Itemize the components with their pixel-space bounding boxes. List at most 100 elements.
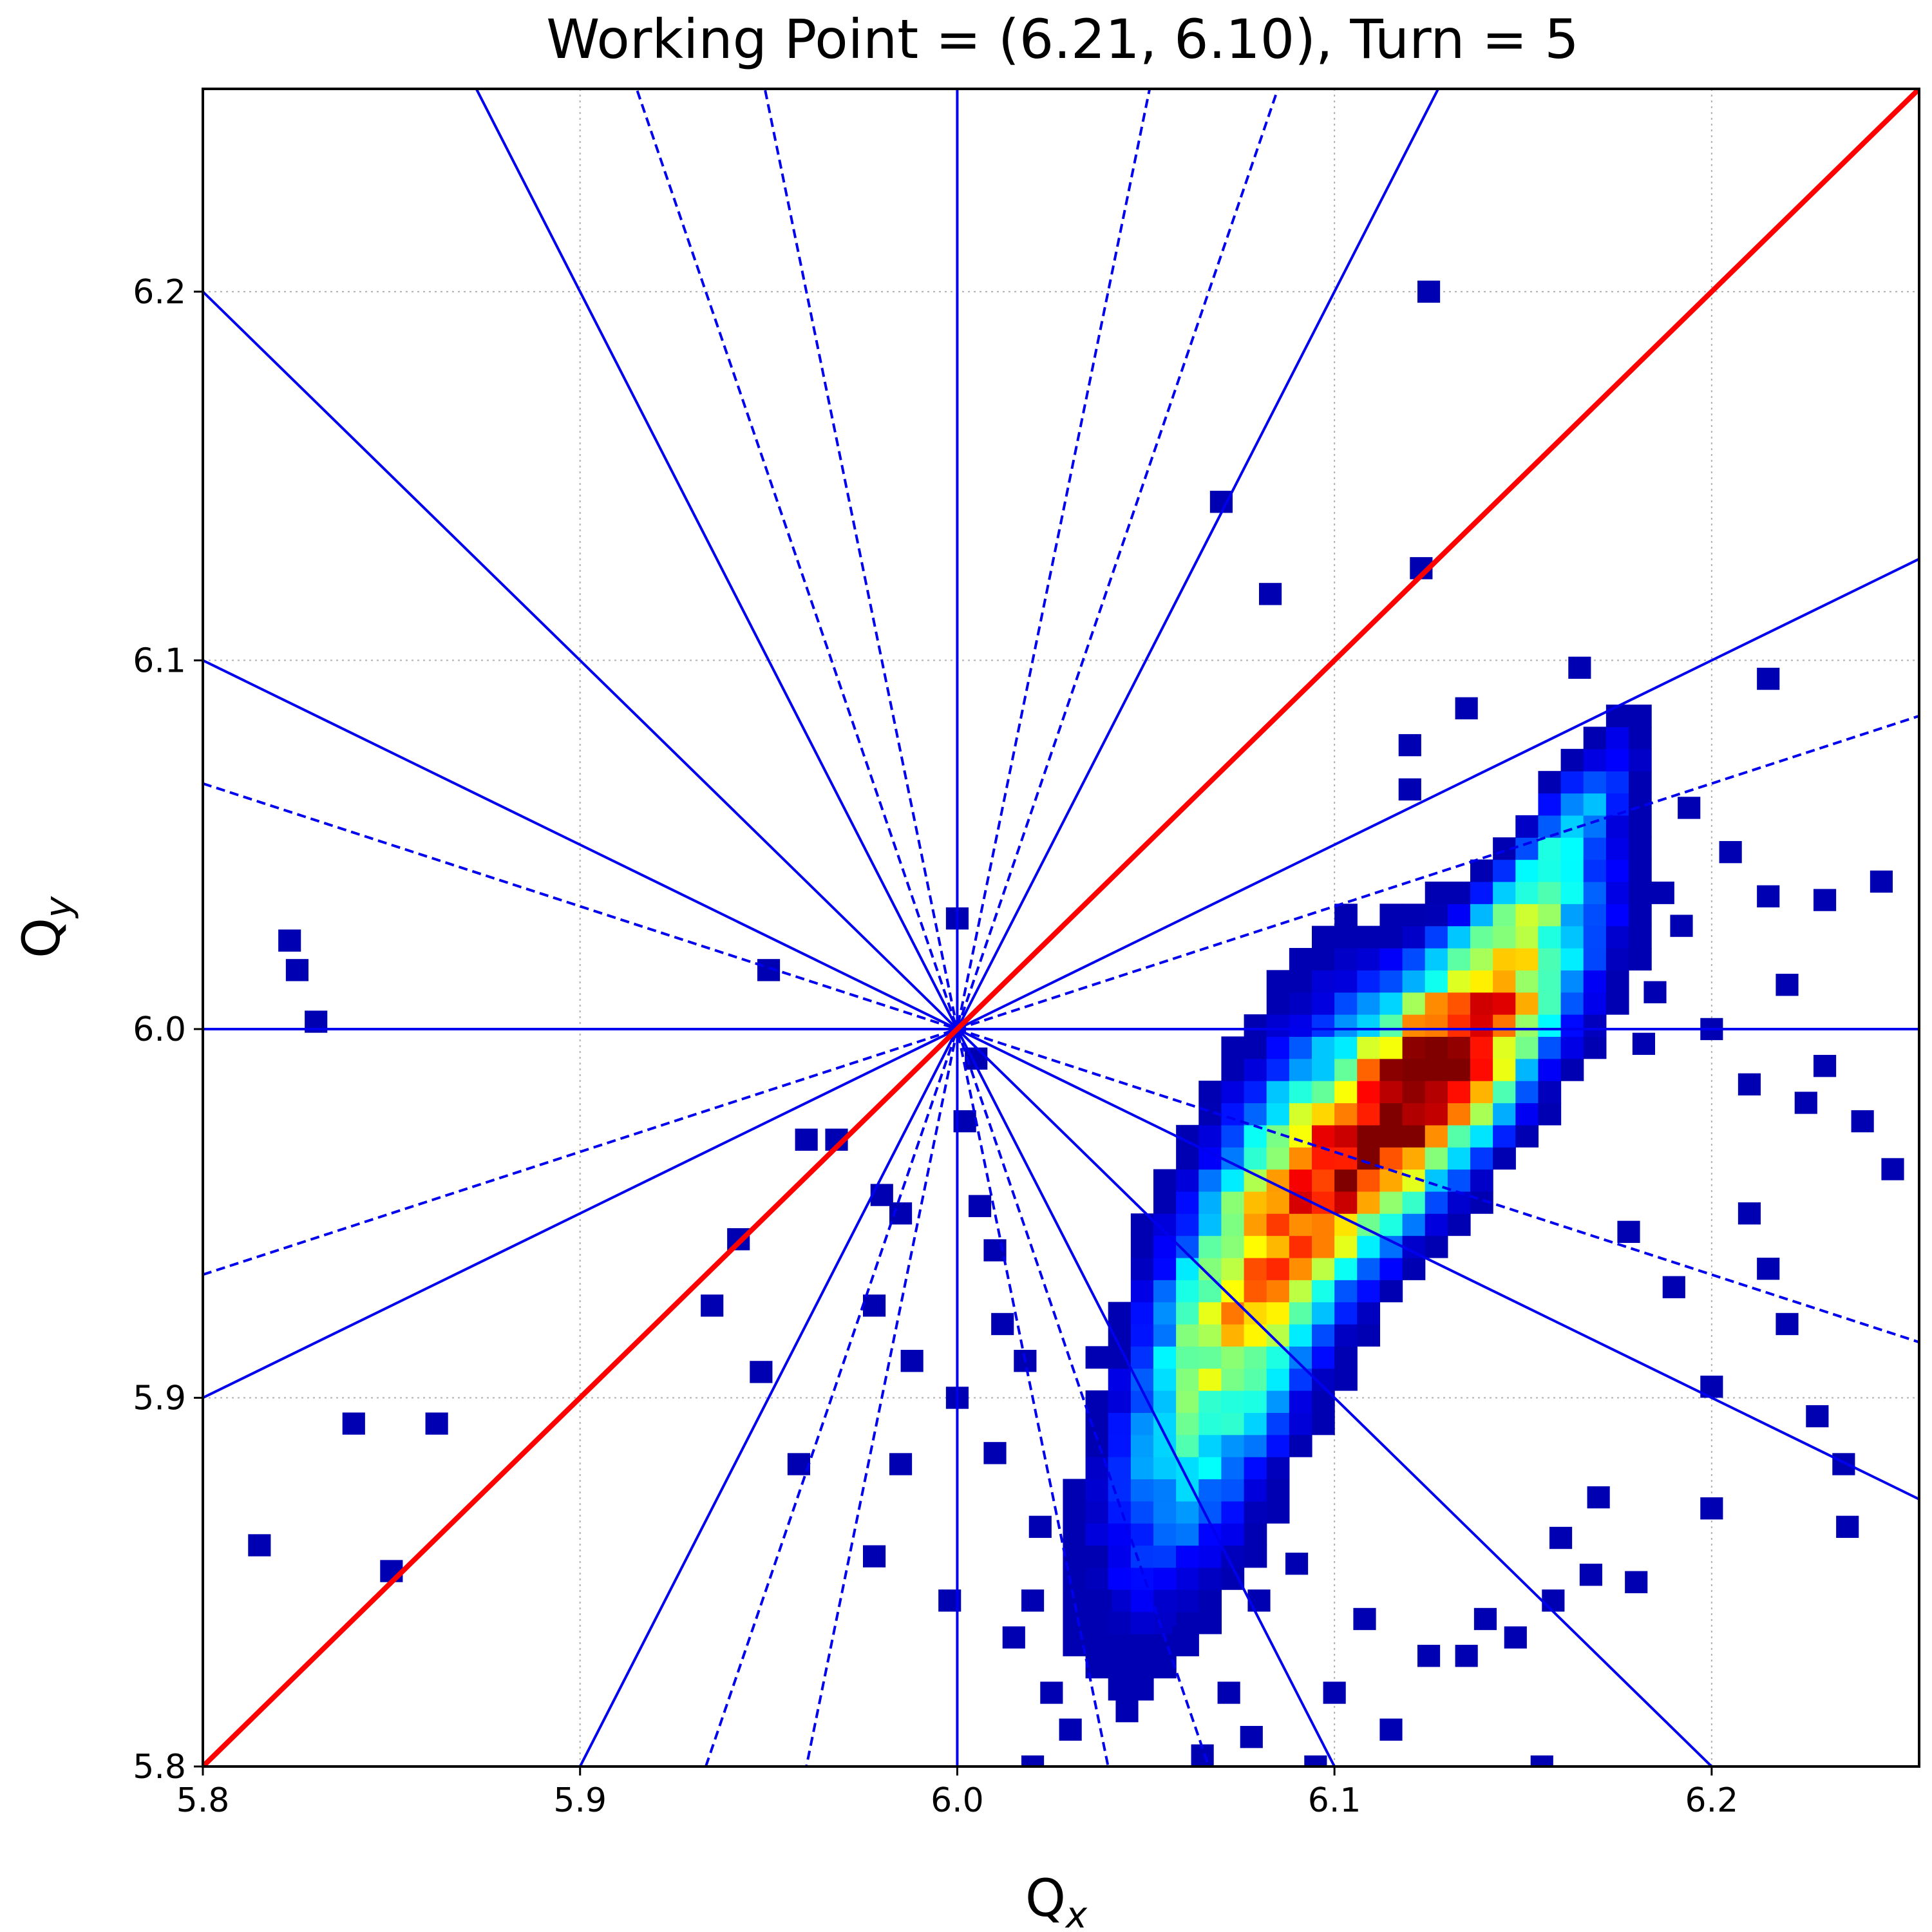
heatmap-cell xyxy=(1221,1036,1244,1059)
heatmap-outlier-cell xyxy=(1814,889,1836,911)
heatmap-cell xyxy=(1221,1545,1244,1567)
heatmap-cell xyxy=(1493,1036,1516,1059)
heatmap-cell xyxy=(1108,1656,1132,1678)
heatmap-cell xyxy=(1221,1368,1244,1391)
heatmap-cell xyxy=(1334,1258,1358,1280)
heatmap-cell xyxy=(1357,1213,1380,1236)
heatmap-cell xyxy=(1584,860,1607,882)
heatmap-cell xyxy=(1312,1103,1335,1125)
heatmap-cell xyxy=(1561,1059,1584,1081)
heatmap-cell xyxy=(1086,1412,1109,1435)
heatmap-outlier-cell xyxy=(1832,1453,1855,1475)
heatmap-outlier-cell xyxy=(1814,1055,1836,1077)
heatmap-cell xyxy=(1221,1346,1244,1368)
heatmap-cell xyxy=(1108,1346,1132,1368)
heatmap-cell xyxy=(1176,1457,1199,1479)
heatmap-cell xyxy=(1448,1081,1471,1103)
heatmap-cell xyxy=(1357,948,1380,971)
heatmap-cell xyxy=(1108,1678,1132,1701)
heatmap-cell xyxy=(1379,1213,1403,1236)
heatmap-cell xyxy=(1267,1302,1290,1325)
heatmap-cell xyxy=(1334,1368,1358,1391)
heatmap-cell xyxy=(1289,1324,1312,1347)
heatmap-cell xyxy=(1448,1103,1471,1125)
heatmap-cell xyxy=(1108,1479,1132,1501)
heatmap-cell xyxy=(1584,793,1607,816)
heatmap-cell xyxy=(1357,1014,1380,1037)
heatmap-cell xyxy=(1334,948,1358,971)
heatmap-cell xyxy=(1267,1479,1290,1501)
heatmap-cell xyxy=(1334,1059,1358,1081)
heatmap-cell xyxy=(1312,1147,1335,1170)
heatmap-cell xyxy=(1108,1302,1132,1325)
heatmap-cell xyxy=(1267,1081,1290,1103)
heatmap-cell xyxy=(1425,948,1448,971)
heatmap-cell xyxy=(1606,726,1629,749)
heatmap-cell xyxy=(1198,1170,1222,1192)
y-axis-label-main: Q xyxy=(12,918,71,958)
heatmap-cell xyxy=(1538,837,1561,860)
heatmap-cell xyxy=(1108,1435,1132,1457)
heatmap-outlier-cell xyxy=(1417,281,1440,303)
heatmap-cell xyxy=(1108,1567,1132,1590)
heatmap-cell xyxy=(1131,1479,1154,1501)
heatmap-outlier-cell xyxy=(863,1545,886,1567)
heatmap-cell xyxy=(1357,1059,1380,1081)
heatmap-cell xyxy=(1221,1258,1244,1280)
heatmap-cell xyxy=(1289,1435,1312,1457)
heatmap-cell xyxy=(1334,970,1358,992)
heatmap-cell xyxy=(1221,1523,1244,1546)
heatmap-cell xyxy=(1131,1412,1154,1435)
heatmap-cell xyxy=(1515,948,1539,971)
heatmap-outlier-cell xyxy=(1210,491,1233,513)
heatmap-cell xyxy=(1538,1014,1561,1037)
heatmap-cell xyxy=(1584,926,1607,949)
heatmap-outlier-cell xyxy=(1625,1571,1647,1593)
heatmap-outlier-cell xyxy=(1115,1700,1138,1722)
heatmap-cell xyxy=(1176,1147,1199,1170)
x-tick-label: 6.0 xyxy=(931,1781,984,1820)
heatmap-outlier-cell xyxy=(1757,668,1779,690)
heatmap-outlier-cell xyxy=(1776,1313,1798,1335)
heatmap-cell xyxy=(1153,1479,1177,1501)
heatmap-cell xyxy=(1312,1036,1335,1059)
heatmap-cell xyxy=(1289,1059,1312,1081)
heatmap-cell xyxy=(1379,904,1403,926)
heatmap-outlier-cell xyxy=(1757,886,1779,907)
heatmap-cell xyxy=(1221,1236,1244,1258)
heatmap-cell xyxy=(1425,926,1448,949)
heatmap-outlier-cell xyxy=(983,1442,1006,1464)
x-axis-label-subscript: x xyxy=(1065,1895,1088,1932)
heatmap-cell xyxy=(1063,1479,1086,1501)
heatmap-cell xyxy=(1470,882,1493,904)
heatmap-cell xyxy=(1379,1014,1403,1037)
heatmap-cell xyxy=(1153,1545,1177,1567)
heatmap-cell xyxy=(1379,1125,1403,1148)
heatmap-cell xyxy=(1561,837,1584,860)
heatmap-cell xyxy=(1357,1170,1380,1192)
heatmap-cell xyxy=(1176,1213,1199,1236)
heatmap-cell xyxy=(1538,771,1561,793)
heatmap-cell xyxy=(1561,1036,1584,1059)
heatmap-cell xyxy=(1289,1390,1312,1413)
heatmap-cell xyxy=(1198,1302,1222,1325)
heatmap-cell xyxy=(1289,1280,1312,1302)
heatmap-cell xyxy=(1289,1191,1312,1214)
heatmap-cell xyxy=(1425,1191,1448,1214)
heatmap-cell xyxy=(1561,948,1584,971)
heatmap-cell xyxy=(1403,1236,1426,1258)
heatmap-cell xyxy=(1312,1346,1335,1368)
heatmap-cell xyxy=(1312,1014,1335,1037)
heatmap-cell xyxy=(1629,837,1652,860)
heatmap-cell xyxy=(1244,1523,1267,1546)
heatmap-cell xyxy=(1425,1059,1448,1081)
chart-title: Working Point = (6.21, 6.10), Turn = 5 xyxy=(546,8,1578,71)
heatmap-cell xyxy=(1334,1103,1358,1125)
heatmap-cell xyxy=(1198,1368,1222,1391)
heatmap-cell xyxy=(1493,1081,1516,1103)
heatmap-cell xyxy=(1470,1147,1493,1170)
heatmap-cell xyxy=(1198,1612,1222,1634)
heatmap-cell xyxy=(1289,1236,1312,1258)
heatmap-outlier-cell xyxy=(1643,981,1666,1003)
heatmap-outlier-cell xyxy=(286,959,308,981)
